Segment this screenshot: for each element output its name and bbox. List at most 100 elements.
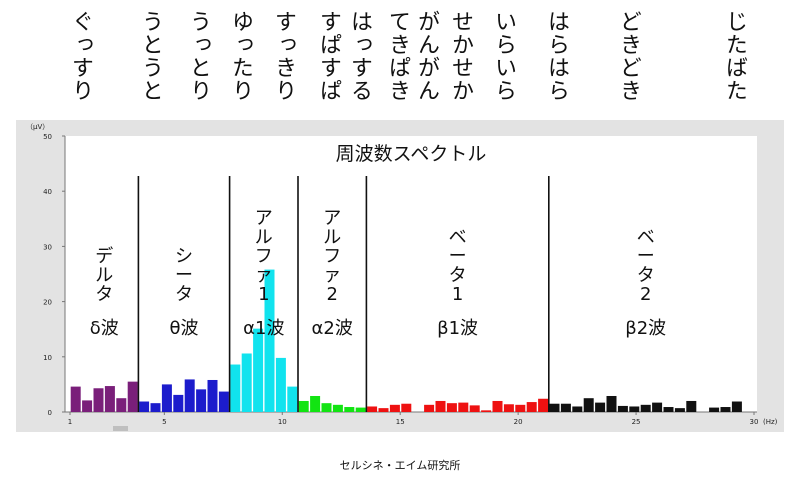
spectrum-bar <box>196 389 207 412</box>
spectrum-bar <box>378 408 389 412</box>
spectrum-bar <box>367 406 378 412</box>
x-tick-label: 30 <box>750 418 759 426</box>
band-wave-label: β1波 <box>437 318 478 339</box>
band-name-char: ル <box>255 227 273 248</box>
spectrum-bar <box>652 402 663 412</box>
onomatopoeia-word: どきどき <box>616 10 641 102</box>
band-name-char: シ <box>175 246 193 267</box>
band-name-char: ル <box>323 227 341 248</box>
spectrum-bar <box>264 269 275 412</box>
onomatopoeia-word: せかせか <box>448 10 473 102</box>
spectrum-bar <box>287 386 298 412</box>
spectrum-bar <box>526 402 537 412</box>
band-name-char: 2 <box>326 284 337 305</box>
spectrum-bar <box>640 404 651 412</box>
spectrum-bar <box>332 404 343 412</box>
spectrum-bar <box>230 364 241 412</box>
y-tick-label: 40 <box>43 188 52 196</box>
spectrum-bar <box>275 357 286 412</box>
band-wave-label: δ波 <box>90 318 119 339</box>
band-name-char: タ <box>95 284 113 305</box>
spectrum-bar <box>241 353 252 412</box>
spectrum-bar <box>674 408 685 412</box>
spectrum-bar <box>344 407 355 412</box>
plot-area <box>65 136 757 412</box>
onomatopoeia-word: すぱすぱ <box>316 10 341 102</box>
band-name-char: ア <box>323 208 341 229</box>
band-wave-label: α2波 <box>312 318 353 339</box>
onomatopoeia-word: すっきり <box>271 10 296 102</box>
x-tick-label: 25 <box>632 418 641 426</box>
spectrum-bar <box>93 388 104 412</box>
x-axis-unit: (Hz) <box>763 418 778 426</box>
spectrum-bar <box>104 386 115 412</box>
spectrum-bar <box>435 400 446 412</box>
y-tick-label: 30 <box>43 243 52 251</box>
spectrum-bar <box>389 404 400 412</box>
onomatopoeia-row: ぐっすり うとうと うっとり ゆったり すっきり すぱすぱ はっする てきぱき がんがん せかせか… <box>0 0 800 120</box>
spectrum-bar <box>481 410 492 412</box>
band-name-char: タ <box>175 284 193 305</box>
spectrum-bar <box>709 407 720 412</box>
band-name-char: 1 <box>452 284 463 305</box>
spectrum-bar <box>401 403 412 412</box>
spectrum-bar <box>720 407 731 412</box>
spectrum-bar <box>617 405 628 412</box>
onomatopoeia-word: てきぱき <box>385 10 410 102</box>
band-name-char: フ <box>323 246 341 267</box>
onomatopoeia-word: じたばた <box>722 10 747 102</box>
footer-credit: セルシネ・エイム研究所 <box>339 459 461 472</box>
band-wave-label: β2波 <box>625 318 666 339</box>
band-name-char: ァ <box>323 265 341 286</box>
y-tick-label: 0 <box>48 409 52 417</box>
spectrum-bar <box>218 391 229 412</box>
y-tick-label: 50 <box>43 133 52 141</box>
onomatopoeia-word: ぐっすり <box>68 10 93 102</box>
band-name-char: ー <box>637 246 655 267</box>
onomatopoeia-word: はらはら <box>544 10 569 102</box>
band-name-char: ー <box>449 246 467 267</box>
onomatopoeia-word: がんがん <box>414 10 439 102</box>
onomatopoeia-word: はっする <box>347 10 372 102</box>
spectrum-bar <box>538 398 549 412</box>
spectrum-bar <box>161 384 172 412</box>
spectrum-bar <box>492 400 503 412</box>
band-name-char: 1 <box>258 284 269 305</box>
spectrum-bar <box>173 394 184 412</box>
onomatopoeia-word: うっとり <box>186 10 211 102</box>
spectrum-bar <box>606 395 617 412</box>
band-wave-label: θ波 <box>169 318 198 339</box>
onomatopoeia-word: うとうと <box>138 10 163 102</box>
spectrum-bar <box>663 407 674 412</box>
spectrum-chart-panel: 0 10 20 30 40 50 （μV） 1 5 10 15 20 25 30 (Hz) デルタ δ波シータ θ… <box>16 120 784 432</box>
spectrum-bar <box>629 406 640 412</box>
spectrum-bar <box>572 406 583 412</box>
x-tick-label: 10 <box>278 418 287 426</box>
band-name-char: ベ <box>449 227 467 248</box>
y-tick-label: 10 <box>43 354 52 362</box>
band-name-char: フ <box>255 246 273 267</box>
spectrum-bar <box>207 379 218 412</box>
x-tick-label: 1 <box>68 418 72 426</box>
spectrum-bar <box>298 400 309 412</box>
y-axis-unit: （μV） <box>26 123 49 131</box>
spectrum-bar <box>515 404 526 412</box>
spectrum-bar <box>310 395 321 412</box>
spectrum-bar <box>150 403 161 412</box>
band-name-char: タ <box>449 265 467 286</box>
spectrum-bar <box>184 379 195 412</box>
spectrum-bar <box>469 405 480 412</box>
spectrum-bar <box>355 407 366 412</box>
band-wave-label: α1波 <box>243 318 284 339</box>
chart-title: 周波数スペクトル <box>336 143 487 165</box>
band-name-char: デ <box>95 246 113 267</box>
spectrum-bar <box>731 401 742 412</box>
band-name-char: タ <box>637 265 655 286</box>
spectrum-bar <box>424 404 435 412</box>
band-name-char: ー <box>175 265 193 286</box>
spectrum-bar <box>139 401 150 412</box>
y-tick-label: 20 <box>43 299 52 307</box>
spectrum-bar <box>686 400 697 412</box>
spectrum-bar <box>549 403 560 412</box>
